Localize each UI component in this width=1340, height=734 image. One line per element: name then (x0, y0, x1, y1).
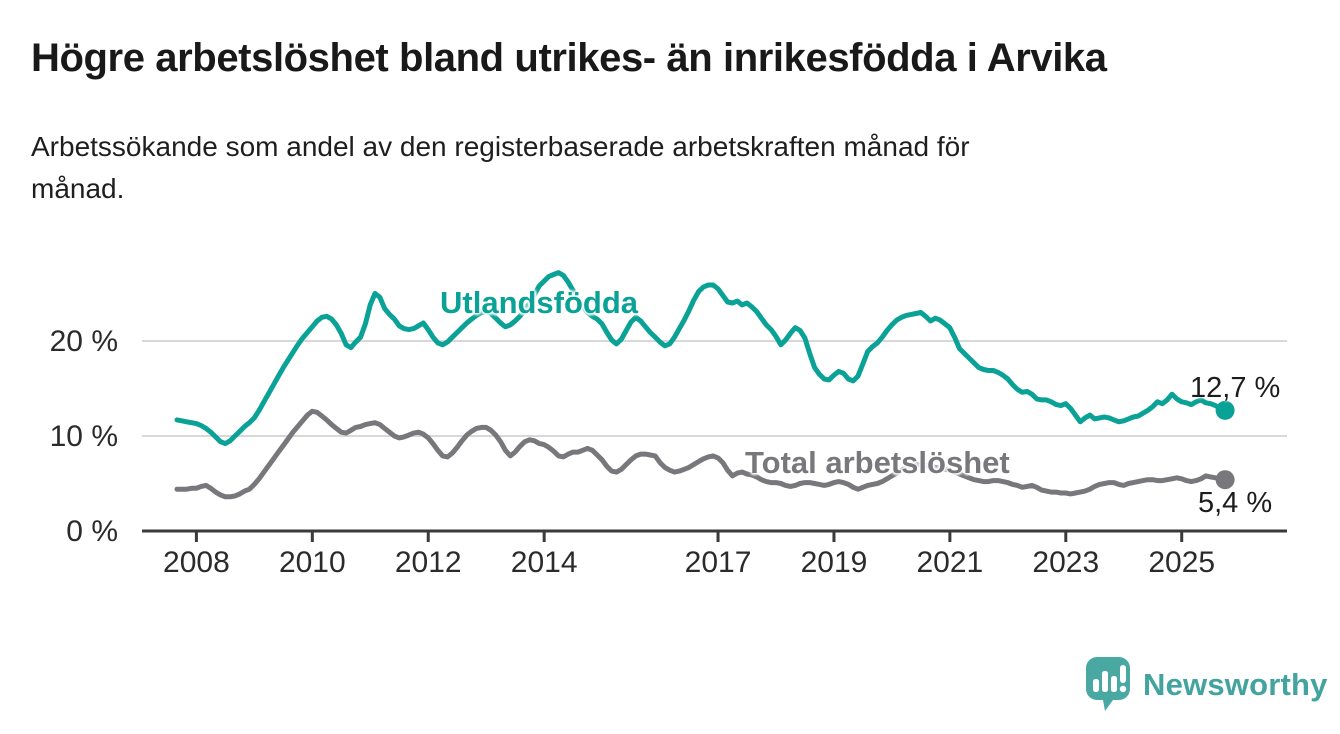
chart-title: Högre arbetslöshet bland utrikes- än inr… (31, 36, 1107, 80)
x-tick-label-2010: 2010 (279, 546, 346, 579)
y-tick-label-20: 20 % (50, 325, 118, 358)
series-line-total-arbetsl-shet (174, 408, 1228, 500)
x-tick-label-2025: 2025 (1148, 546, 1215, 579)
x-tick-label-2021: 2021 (917, 546, 984, 579)
series-end-dot-utlandsf-dda (1215, 400, 1235, 420)
x-tick-label-2008: 2008 (163, 546, 230, 579)
chart-subtitle: Arbetssökande som andel av den registerb… (31, 126, 970, 210)
newsworthy-logo-icon (1086, 657, 1130, 711)
x-tick-label-2012: 2012 (395, 546, 462, 579)
x-tick-label-2019: 2019 (801, 546, 868, 579)
end-value-label-total: 5,4 % (1198, 487, 1273, 519)
y-tick-label-10: 10 % (50, 420, 118, 453)
series-label-total-arbetsloshet: Total arbetslöshet (745, 445, 1010, 480)
y-tick-label-0: 0 % (66, 515, 118, 548)
newsworthy-logo-text: Newsworthy (1143, 666, 1328, 702)
x-tick-label-2017: 2017 (685, 546, 752, 579)
series-line-utlandsf-dda (174, 270, 1228, 447)
chart-subtitle-line-1: Arbetssökande som andel av den registerb… (31, 131, 970, 162)
series-label-utlandsfodda: Utlandsfödda (440, 285, 639, 320)
end-value-label-utlandsfodda: 12,7 % (1190, 372, 1281, 404)
x-tick-label-2023: 2023 (1032, 546, 1099, 579)
series-end-dot-total-arbetsl-shet (1215, 470, 1235, 490)
newsworthy-logo: Newsworthy (1085, 656, 1328, 713)
chart-subtitle-line-2: månad. (31, 173, 125, 204)
x-tick-label-2014: 2014 (511, 546, 578, 579)
